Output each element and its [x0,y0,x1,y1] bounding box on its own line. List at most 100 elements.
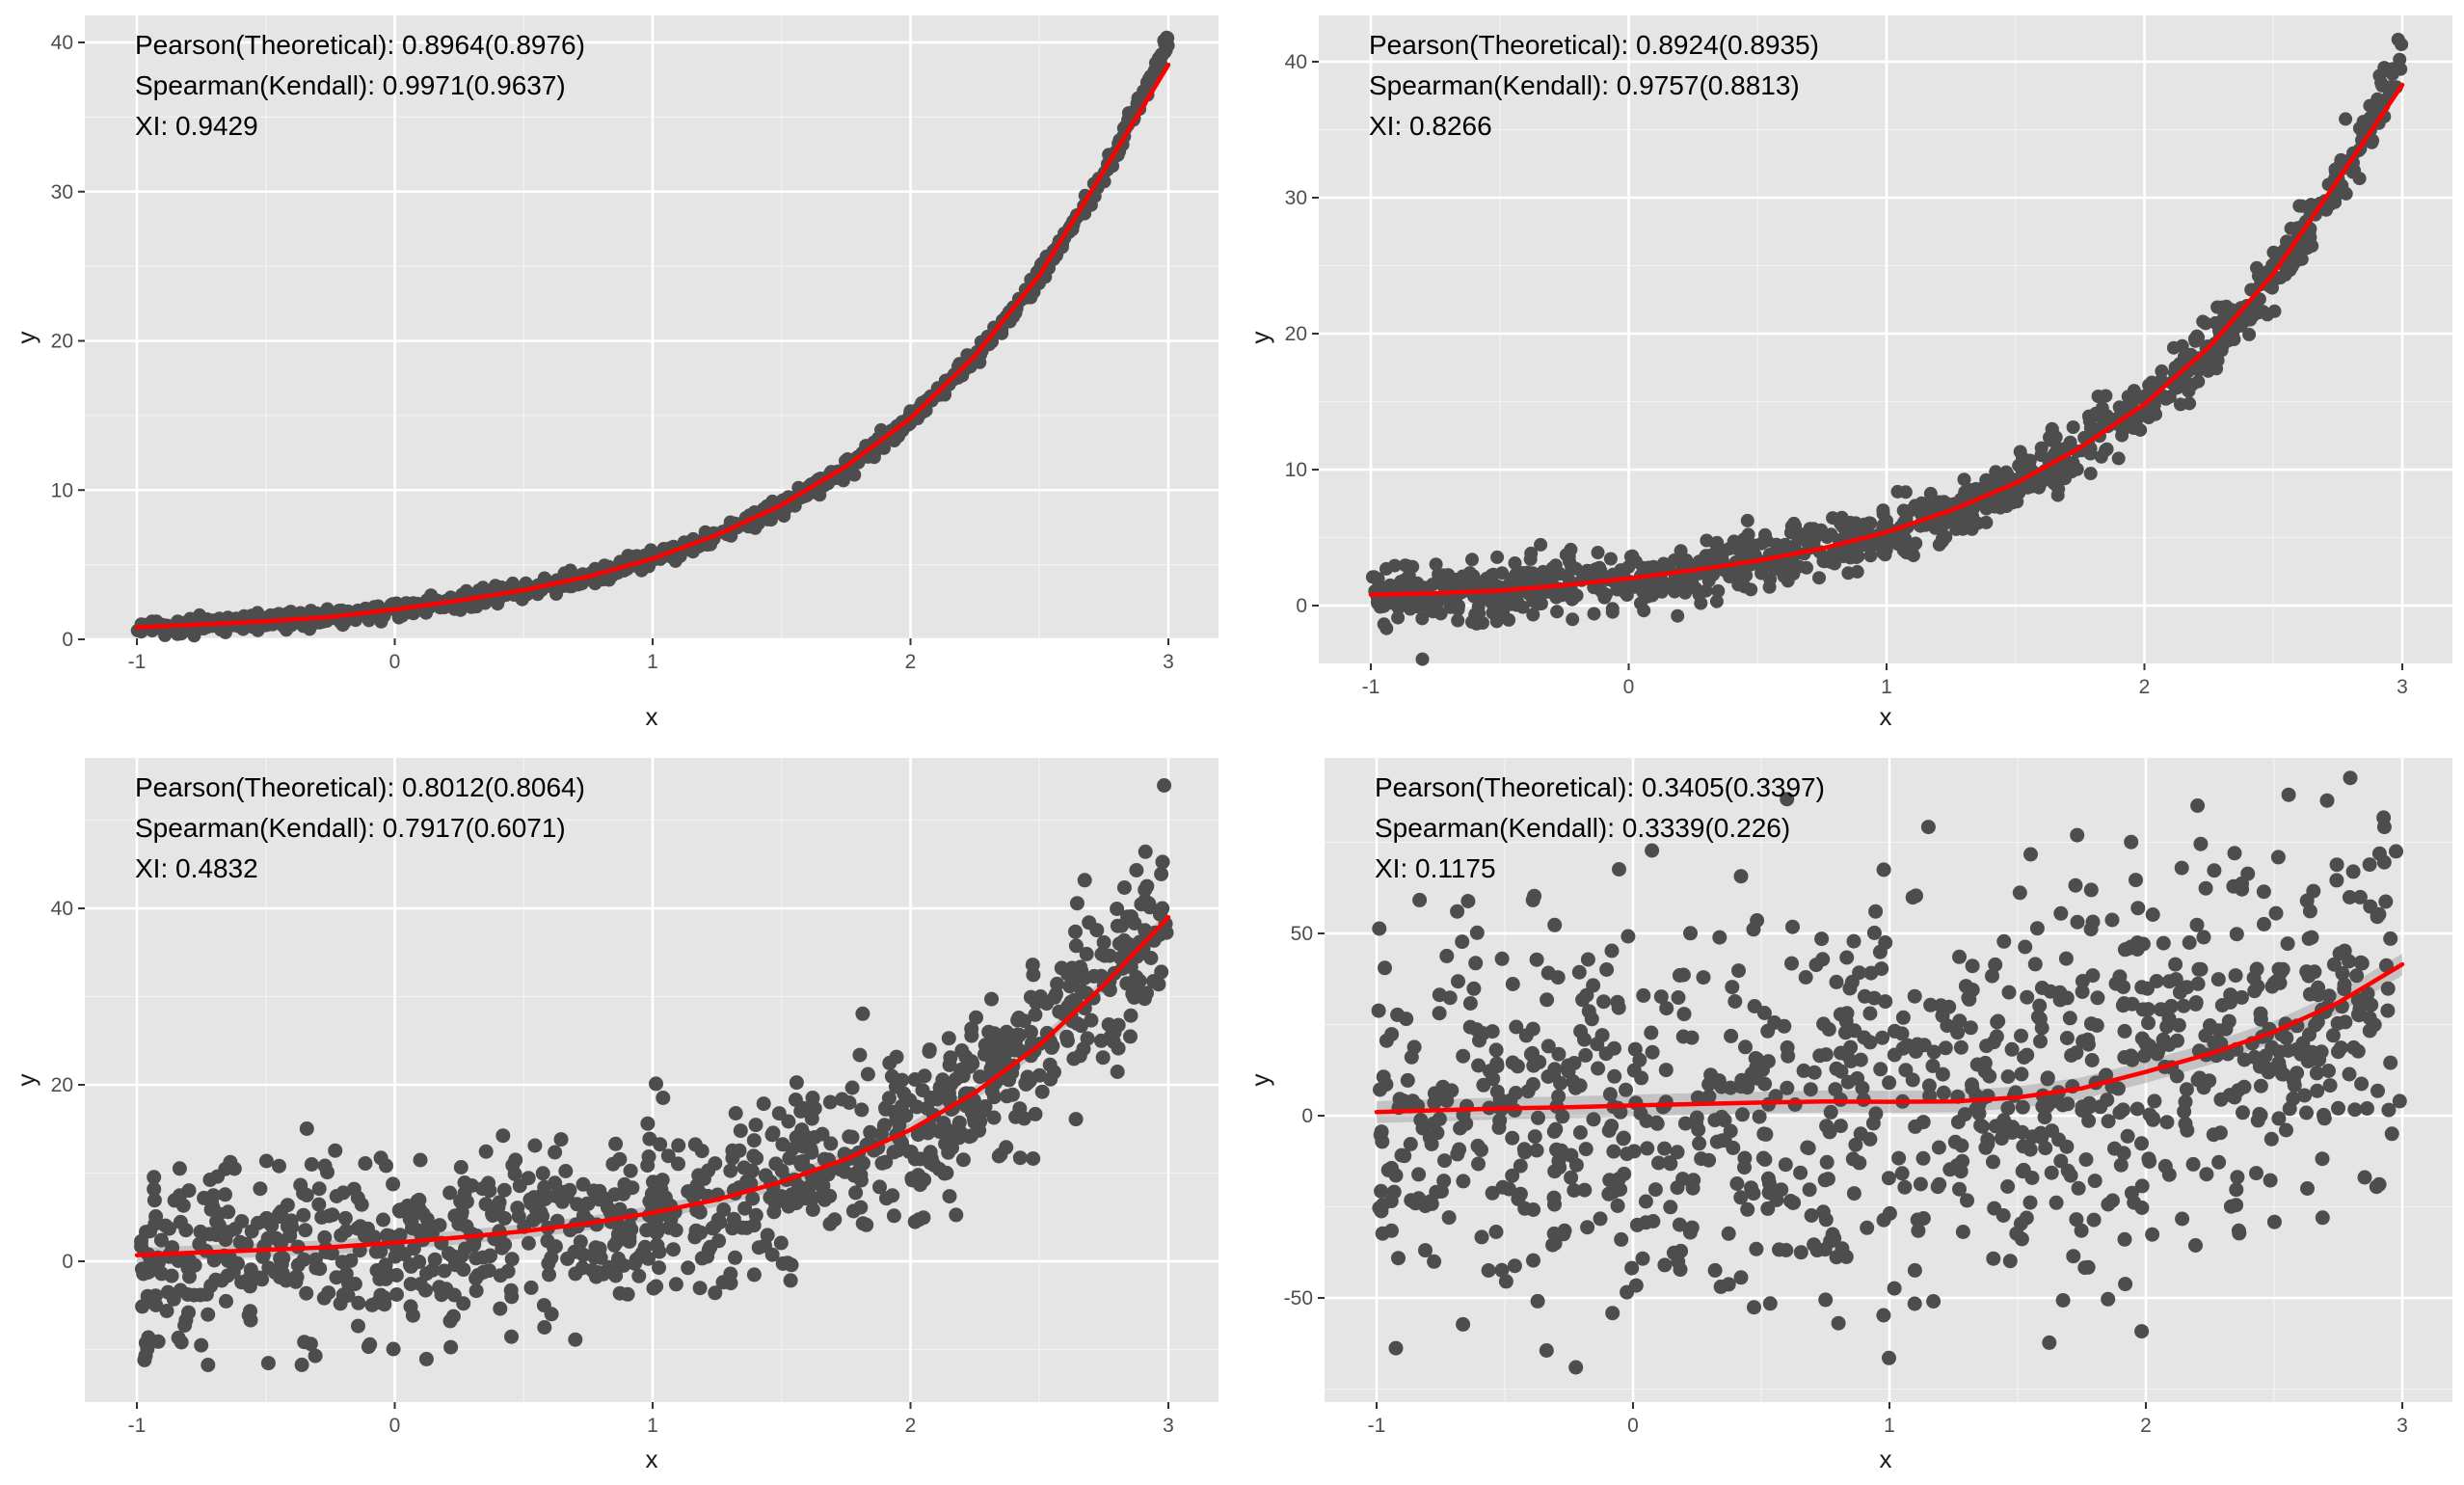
data-point [1016,1111,1031,1126]
data-point [1376,1069,1391,1085]
data-point [1551,1089,1567,1104]
y-tick-label: -50 [1284,1287,1313,1310]
data-point [412,1192,427,1207]
data-point [1564,1148,1579,1163]
data-point [1659,1001,1674,1016]
data-point [640,1158,656,1174]
data-point [1530,1293,1545,1309]
data-point [1481,1263,1496,1278]
data-point [955,1068,971,1084]
data-point [732,1143,747,1158]
data-point [2326,957,2342,972]
data-point [1403,1137,1418,1151]
data-point [447,1257,463,1273]
data-point [2391,33,2405,46]
data-point [1866,925,1882,940]
data-point [1958,979,1973,994]
data-point [2149,974,2164,988]
panel-2-spearman: Spearman(Kendall): 0.9757(0.8813) [1369,70,1800,100]
data-point [2266,1214,2282,1229]
data-point [1862,1006,1878,1021]
data-point [2156,935,2171,951]
data-point [1418,1243,1433,1258]
panel-3-xi: XI: 0.4832 [135,853,258,883]
data-point [1677,1116,1693,1131]
data-point [1573,1024,1589,1039]
data-point [2229,1182,2244,1198]
panel-4: -1 0 1 2 3 -50 0 50 Pearson(Theoretical): 0.340… [1245,758,2452,1473]
data-point [1502,612,1516,627]
data-point [559,1189,575,1204]
data-point [2141,1151,2156,1167]
data-point [2050,473,2064,487]
data-point [1525,892,1540,907]
data-point [328,1143,343,1158]
data-point [308,1348,323,1364]
data-point [201,1358,216,1372]
data-point [2252,306,2266,320]
data-point [1404,1049,1419,1065]
data-point [1684,1030,1700,1045]
data-point [2354,1076,2370,1092]
data-point [1482,1064,1497,1079]
data-point [173,1188,188,1203]
data-point [1460,569,1475,583]
data-point [1822,553,1836,567]
data-point [716,1202,732,1217]
data-point [288,1269,304,1284]
data-point [1372,921,1387,936]
data-point [2380,1003,2396,1018]
data-point [892,1118,907,1133]
data-point [1505,1130,1520,1146]
panel-4-y-title: y [1245,1074,1274,1087]
data-point [2040,1071,2055,1087]
data-point [2130,901,2146,916]
data-point [1808,958,1824,973]
data-point [2227,846,2242,861]
data-point [1032,989,1048,1004]
data-point [1986,1154,2000,1170]
y-tick-label: 40 [1285,51,1307,73]
data-point [1872,944,1888,959]
data-point [1379,1033,1394,1048]
data-point [2357,1170,2372,1185]
data-point [1828,1082,1843,1097]
x-tick-label: 3 [2397,1415,2408,1437]
data-point [2052,992,2068,1008]
data-point [1012,1150,1028,1166]
data-point [1839,950,1855,965]
data-point [1874,961,1889,977]
data-point [2101,1114,2116,1129]
data-point [2231,1083,2246,1098]
data-point [1450,1147,1465,1162]
data-point [1549,590,1564,605]
x-tick-label: 2 [2140,1415,2152,1437]
data-point [2377,61,2392,75]
data-point [681,1260,696,1276]
data-point [1371,1003,1386,1018]
data-point [1803,1082,1818,1097]
data-point [1404,578,1418,592]
data-point [623,1163,638,1178]
data-point [1547,1235,1563,1251]
y-tick-label: 10 [51,479,73,501]
data-point [1746,1186,1761,1202]
data-point [2078,1152,2094,1167]
data-point [1375,1134,1390,1149]
data-point [2133,422,2148,437]
data-point [878,1101,894,1117]
data-point [1677,554,1692,569]
data-point [2015,1124,2030,1140]
data-point [258,1153,274,1169]
data-point [1671,990,1686,1005]
data-point [1606,1184,1621,1200]
y-tick-label: 20 [51,1074,73,1096]
data-point [789,1075,804,1091]
data-point [2000,1069,2016,1084]
data-point [1018,1077,1033,1092]
data-point [1955,1225,1970,1239]
data-point [1593,1211,1608,1227]
data-point [2012,885,2027,901]
data-point [568,1332,583,1347]
data-point [1612,862,1626,877]
